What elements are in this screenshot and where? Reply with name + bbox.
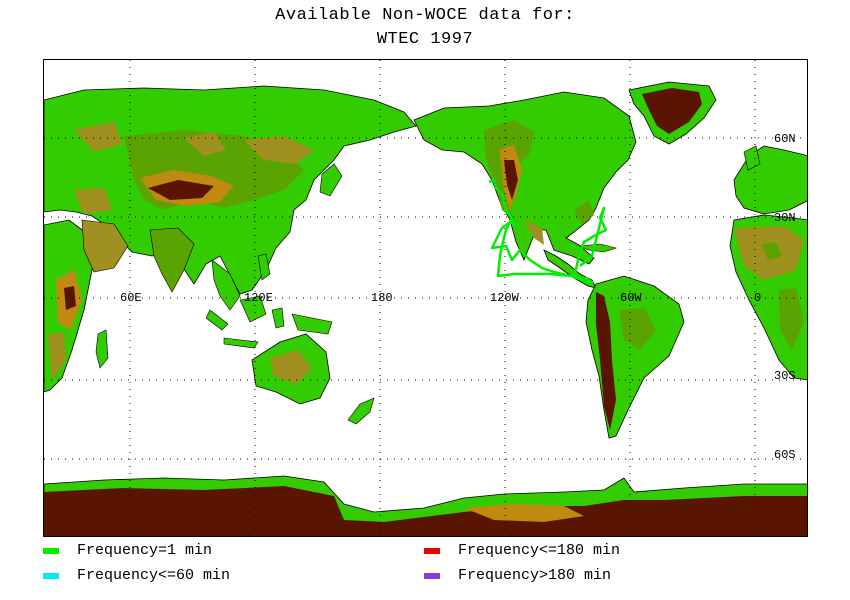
lon-label: 60E	[120, 291, 142, 305]
map-title: Available Non-WOCE data for:	[275, 6, 575, 25]
new-zealand	[347, 397, 375, 425]
arabia	[81, 219, 129, 273]
legend-label: Frequency=1 min	[77, 542, 213, 559]
lon-label: 60W	[620, 291, 642, 305]
legend-label: Frequency>180 min	[458, 567, 612, 584]
world-map: 60E 120E 180 120W 60W 0 60N 30N 30S 60S	[43, 59, 808, 537]
java	[223, 337, 259, 349]
lon-label: 120W	[490, 291, 520, 305]
legend-swatch	[424, 547, 440, 554]
north-america	[413, 91, 637, 265]
legend-swatch	[424, 572, 440, 579]
borneo	[239, 295, 267, 323]
new-guinea	[291, 313, 333, 335]
legend-item-freq-180min: Frequency<=180 min	[424, 542, 620, 559]
lat-label: 30S	[774, 369, 796, 383]
legend-label: Frequency<=60 min	[77, 567, 231, 584]
japan	[319, 163, 343, 197]
graticule	[44, 60, 807, 536]
legend-label: Frequency<=180 min	[458, 542, 621, 559]
legend-item-freq-60min: Frequency<=60 min	[43, 567, 230, 584]
lon-label: 180	[371, 291, 393, 305]
map-subtitle: WTEC 1997	[376, 30, 474, 49]
legend-item-freq-gt180min: Frequency>180 min	[424, 567, 611, 584]
legend-item-freq-1min: Frequency=1 min	[43, 542, 212, 559]
ship-track-gulf	[572, 206, 608, 279]
legend-swatch	[43, 572, 59, 579]
lon-label: 0	[754, 291, 761, 305]
india	[149, 227, 195, 293]
lon-label: 120E	[244, 291, 273, 305]
lat-label: 30N	[774, 211, 796, 225]
lat-label: 60S	[774, 448, 796, 462]
ship-track-1min	[488, 178, 594, 284]
sumatra	[205, 309, 229, 331]
lat-label: 60N	[774, 132, 796, 146]
philippines	[257, 253, 271, 281]
legend-swatch	[43, 547, 59, 554]
greenland-ice	[642, 88, 702, 134]
